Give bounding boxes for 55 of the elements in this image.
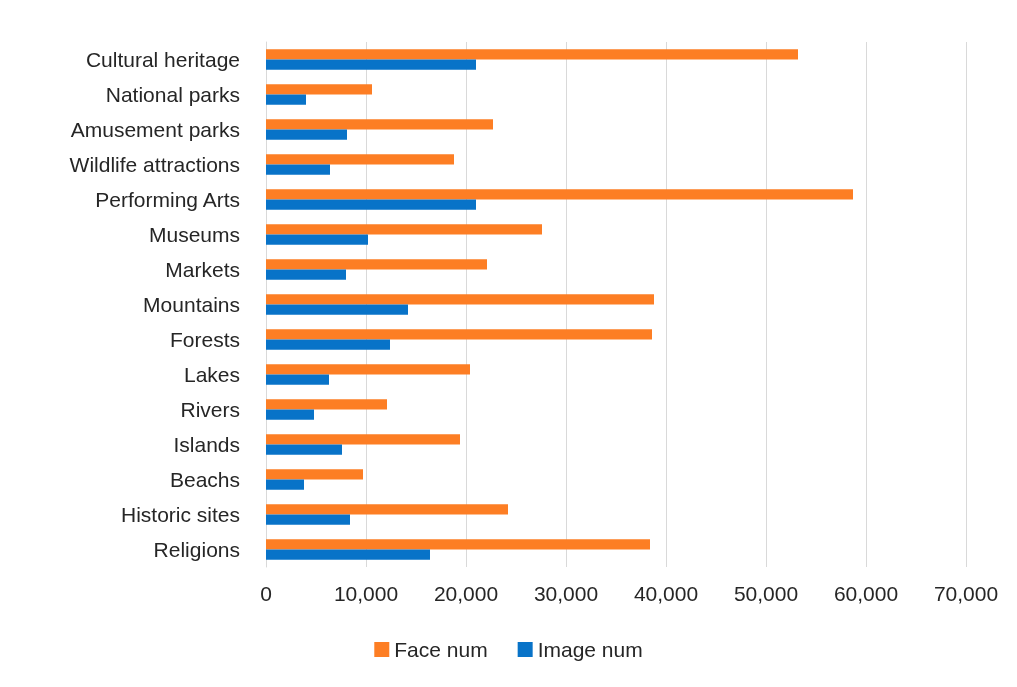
bar <box>266 469 363 480</box>
bar <box>266 549 430 560</box>
bar <box>266 444 342 455</box>
bar <box>266 119 493 130</box>
x-tick-label: 20,000 <box>433 582 499 605</box>
bar <box>266 259 487 270</box>
x-tick-label: 30,000 <box>533 582 599 605</box>
bar <box>266 189 853 200</box>
bar <box>266 304 408 315</box>
y-tick-label: Forests <box>169 328 240 351</box>
bar <box>266 294 654 305</box>
bar <box>266 154 454 165</box>
bar <box>266 224 542 235</box>
y-tick-label: Beachs <box>169 468 240 491</box>
y-tick-label: Historic sites <box>120 503 240 526</box>
x-tick-label: 60,000 <box>833 582 899 605</box>
y-tick-label: National parks <box>105 83 240 106</box>
bar <box>266 234 368 245</box>
bar <box>266 539 650 550</box>
x-tick-label: 0 <box>260 582 272 605</box>
y-tick-label: Lakes <box>183 363 240 386</box>
y-tick-label: Mountains <box>143 293 240 316</box>
x-tick-label: 40,000 <box>633 582 699 605</box>
y-tick-label: Islands <box>173 433 240 456</box>
bar <box>266 84 372 95</box>
y-tick-label: Performing Arts <box>95 188 240 211</box>
bar <box>266 269 346 280</box>
bar <box>266 479 304 490</box>
legend-label: Face num <box>394 638 488 661</box>
y-tick-label: Museums <box>148 223 240 246</box>
bar <box>266 504 508 515</box>
bar <box>266 49 798 60</box>
y-tick-label: Cultural heritage <box>85 48 240 71</box>
bar <box>266 514 350 525</box>
bar <box>266 129 347 140</box>
bar <box>266 59 476 70</box>
x-tick-label: 10,000 <box>333 582 399 605</box>
x-tick-label: 50,000 <box>733 582 799 605</box>
bar <box>266 409 314 420</box>
bar <box>266 364 470 375</box>
bar <box>266 164 330 175</box>
bar <box>266 199 476 210</box>
y-tick-label: Markets <box>165 258 240 281</box>
y-tick-label: Religions <box>153 538 240 561</box>
legend-label: Image num <box>537 638 643 661</box>
bar <box>266 374 329 385</box>
y-tick-label: Amusement parks <box>70 118 240 141</box>
bar <box>266 329 652 340</box>
x-tick-label: 70,000 <box>933 582 999 605</box>
y-tick-label: Rivers <box>180 398 240 421</box>
y-tick-label: Wildlife attractions <box>69 153 240 176</box>
bar <box>266 434 460 445</box>
bar <box>266 94 306 105</box>
bar <box>266 339 390 350</box>
bar <box>266 399 387 410</box>
